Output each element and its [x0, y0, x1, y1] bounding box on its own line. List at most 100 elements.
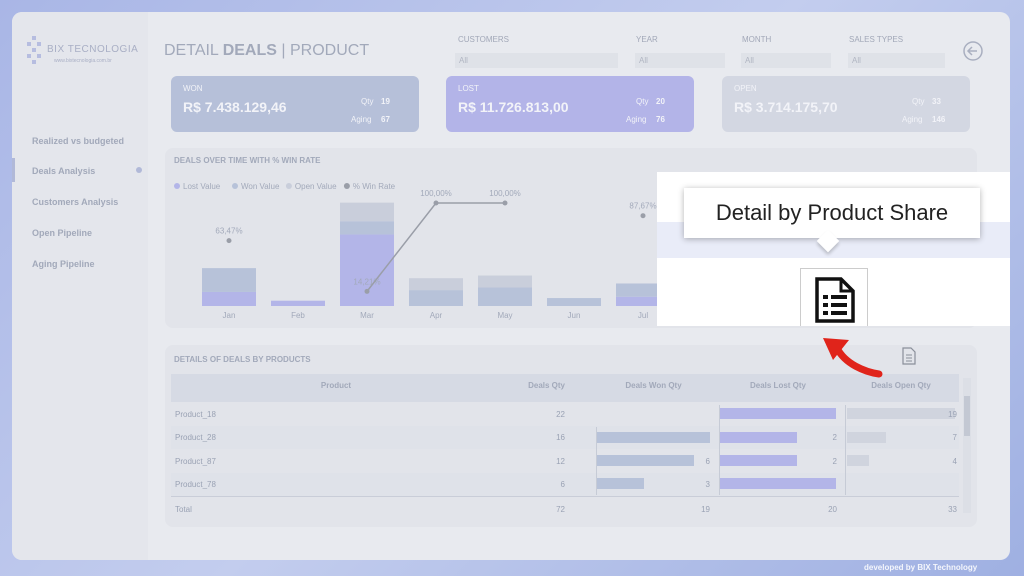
sidebar — [12, 12, 148, 560]
export-icon[interactable] — [900, 346, 918, 366]
kpi-aging: 76 — [656, 115, 665, 124]
table-cell: Product — [320, 381, 352, 390]
scroll-thumb[interactable] — [964, 396, 970, 436]
data-label: 100,00% — [489, 189, 521, 198]
bar-segment — [478, 275, 532, 288]
table-cell: 72 — [556, 505, 565, 514]
table-bar — [847, 408, 955, 419]
table-bar — [597, 455, 694, 466]
nav-item[interactable]: Deals Analysis — [32, 166, 96, 176]
table-cell: 7 — [952, 433, 957, 443]
filter-dropdown[interactable]: All — [635, 53, 725, 68]
nav-item[interactable]: Aging Pipeline — [32, 259, 95, 269]
legend-marker — [285, 183, 292, 189]
table-cell: Product_78 — [175, 479, 216, 489]
kpi-value: R$ 7.438.129,46 — [183, 99, 287, 115]
kpi-qty-label: Qty — [361, 97, 374, 106]
kpi-qty: 20 — [656, 97, 665, 106]
logo-name: BIX TECNOLOGIA — [47, 44, 139, 55]
kpi-card: LOST R$ 11.726.813,00 Qty 20 Aging 76 — [446, 76, 694, 132]
kpi-aging-label: Aging — [902, 115, 923, 124]
title-part: DEALS — [222, 42, 277, 59]
bar-segment — [547, 298, 601, 306]
win-rate-point — [640, 213, 646, 219]
bar-segment — [409, 290, 463, 306]
tooltip: Detail by Product Share — [684, 188, 980, 238]
scrollbar[interactable] — [963, 378, 971, 513]
back-button[interactable] — [962, 40, 984, 62]
title-part: DETAIL — [164, 42, 219, 59]
table-cell: 2 — [832, 433, 837, 443]
table-row-bg — [171, 426, 959, 449]
filter-label: SALES TYPES — [849, 35, 904, 44]
table-cell: 19 — [948, 410, 957, 419]
table-bar — [720, 478, 836, 489]
table-cell: 6 — [560, 479, 565, 489]
table-bar — [847, 455, 869, 466]
page-title: DETAIL DEALS | PRODUCT — [164, 42, 369, 60]
legend-label: Won Value — [241, 182, 280, 191]
logo-icon — [27, 36, 41, 64]
logo-url: www.bixtecnologia.com.br — [54, 58, 112, 64]
detail-icon[interactable] — [812, 276, 858, 324]
data-label: 14,21% — [353, 277, 380, 286]
filter-dropdown[interactable]: All — [455, 53, 618, 68]
table-cell: 4 — [952, 456, 957, 466]
bar-segment — [340, 221, 394, 235]
kpi-aging-label: Aging — [351, 115, 372, 124]
nav-item[interactable]: Customers Analysis — [32, 197, 119, 207]
table-bar — [597, 478, 644, 489]
table-cell: 19 — [701, 505, 710, 514]
table-cell: Product_28 — [175, 433, 216, 443]
column-divider — [719, 405, 720, 495]
bar-segment — [202, 291, 256, 306]
table-cell: Deals Qty — [528, 381, 565, 390]
x-tick-label: Mar — [360, 311, 374, 320]
filter-label: CUSTOMERS — [458, 35, 509, 44]
kpi-label: WON — [183, 84, 203, 93]
bar-segment — [616, 296, 670, 306]
nav-item[interactable]: Realized vs budgeted — [32, 136, 125, 146]
legend-marker — [232, 183, 238, 189]
table-cell: 22 — [556, 410, 565, 419]
bar-segment — [409, 278, 463, 291]
kpi-card: OPEN R$ 3.714.175,70 Qty 33 Aging 146 — [722, 76, 970, 132]
table-title: DETAILS OF DEALS BY PRODUCTS — [174, 355, 311, 364]
data-label: 100,00% — [420, 189, 452, 198]
table-bar — [720, 432, 797, 443]
bar-segment — [340, 202, 394, 222]
table-bar — [720, 455, 797, 466]
x-tick-label: Apr — [430, 311, 443, 320]
legend-marker — [174, 183, 180, 189]
kpi-aging: 146 — [932, 115, 946, 124]
table-cell: 33 — [948, 505, 957, 514]
legend-label: Lost Value — [183, 182, 221, 191]
nav-item[interactable]: Open Pipeline — [32, 228, 93, 238]
kpi-card: WON R$ 7.438.129,46 Qty 19 Aging 67 — [171, 76, 419, 132]
kpi-label: OPEN — [734, 84, 757, 93]
table-cell: Deals Won Qty — [625, 381, 682, 390]
table-bar — [847, 432, 886, 443]
legend-label: % Win Rate — [353, 182, 396, 191]
filter-dropdown[interactable]: All — [848, 53, 945, 68]
column-divider — [596, 427, 597, 495]
x-tick-label: Feb — [291, 311, 305, 320]
bar-segment — [340, 234, 394, 306]
kpi-qty: 33 — [932, 97, 941, 106]
bar-segment — [202, 268, 256, 292]
table-cell: Total — [175, 505, 192, 514]
table-bar — [720, 408, 836, 419]
bar-segment — [478, 287, 532, 306]
filter-label: YEAR — [636, 35, 658, 44]
kpi-aging-label: Aging — [626, 115, 647, 124]
filter-label: MONTH — [742, 35, 772, 44]
legend-label: Open Value — [295, 182, 337, 191]
table-header — [171, 374, 959, 402]
filter-dropdown[interactable]: All — [741, 53, 831, 68]
table-cell: 3 — [705, 479, 710, 489]
win-rate-line — [366, 202, 505, 292]
bar-segment — [616, 283, 670, 297]
kpi-qty-label: Qty — [636, 97, 649, 106]
table-cell: Deals Lost Qty — [749, 381, 806, 390]
footer: developed by BIX Technology — [864, 563, 978, 572]
